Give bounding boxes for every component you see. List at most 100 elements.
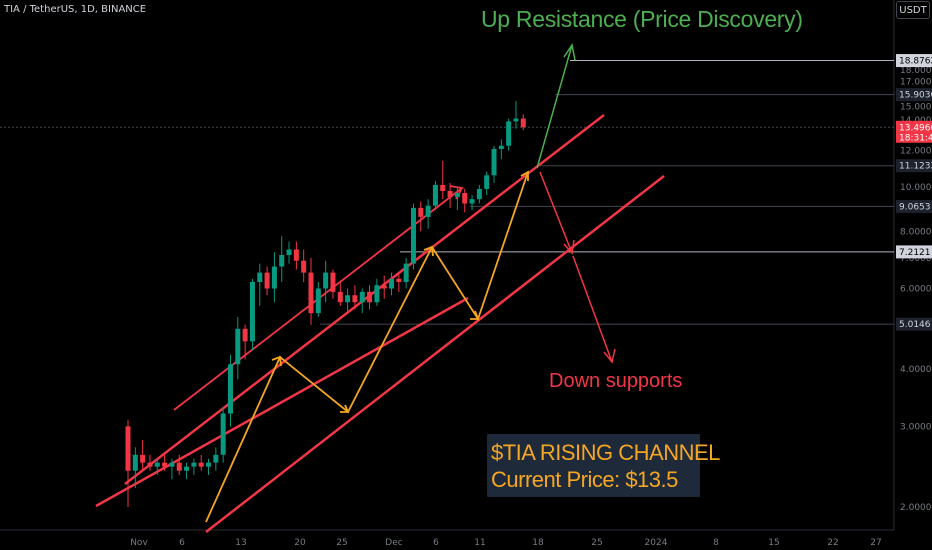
candle [184, 462, 190, 480]
x-tick-label: 6 [433, 538, 439, 548]
price-level-tag [896, 245, 932, 259]
up-arrow-line [536, 44, 573, 169]
down-arrow-line [539, 171, 573, 254]
swing-arrowhead [271, 355, 282, 367]
candle [220, 407, 226, 463]
candle-body [396, 278, 402, 282]
candle [469, 195, 475, 211]
candle [498, 139, 504, 160]
swing-arrowhead [520, 170, 529, 181]
candle [301, 249, 307, 282]
candle-body [513, 118, 519, 122]
x-tick-label: 13 [235, 538, 246, 548]
candle-body [337, 291, 343, 303]
currency-button[interactable]: USDT [896, 1, 930, 19]
candle-body [169, 462, 175, 467]
candle-body [220, 413, 226, 455]
candle [249, 278, 255, 351]
y-tick-label: 10.0000 [900, 183, 932, 193]
price-level-value: 13.4960 [899, 123, 932, 133]
candle-body [374, 285, 380, 303]
candle [206, 458, 212, 475]
candle-body [506, 121, 512, 146]
candle-body [249, 281, 255, 342]
candle [257, 263, 263, 306]
candle [491, 145, 497, 183]
up-arrow-head [563, 43, 576, 61]
candle-body [520, 118, 526, 128]
price-level-tag [896, 120, 932, 143]
candle-body [198, 462, 204, 467]
candle-body [293, 249, 299, 261]
candle-body [140, 454, 146, 463]
candle [432, 181, 438, 211]
down-arrow-line [572, 255, 613, 363]
countdown-label: 18:31:45 [899, 133, 932, 143]
candle-body [235, 328, 241, 365]
candle-body [476, 188, 482, 200]
swing-path [205, 171, 529, 523]
candle-body [323, 272, 329, 289]
y-tick-label: 2.0000 [900, 503, 932, 513]
candle-body [191, 462, 197, 467]
candle-body [125, 426, 131, 471]
swing-arrowhead [423, 245, 434, 257]
candle [396, 272, 402, 292]
candle [425, 199, 431, 229]
y-tick-label: 12.0000 [900, 147, 932, 157]
candle [323, 260, 329, 303]
candle [462, 188, 468, 213]
x-tick-label: Dec [385, 538, 402, 548]
price-level-tag [896, 317, 932, 331]
candle [520, 114, 526, 131]
candle [389, 272, 395, 296]
candle-body [330, 272, 336, 292]
y-tick-label: 4.0000 [900, 365, 932, 375]
candle [147, 454, 153, 471]
candle-body [154, 462, 160, 467]
price-level-value: 9.0653 [899, 202, 931, 212]
up-resistance-label: Up Resistance (Price Discovery) [481, 6, 803, 32]
down-arrow-head [603, 348, 616, 364]
candle-body [469, 199, 475, 204]
candle [132, 447, 138, 489]
channel-lower-line [205, 175, 665, 533]
price-level-value: 7.2121 [899, 248, 931, 258]
price-level-tag [896, 199, 932, 213]
candle [279, 236, 285, 282]
candle-body [498, 145, 504, 149]
x-tick-label: 18 [532, 538, 544, 548]
candle [447, 182, 453, 208]
candle-body [484, 175, 490, 189]
candle [191, 458, 197, 475]
candle-body [440, 184, 446, 191]
candle [359, 288, 365, 314]
candle-body [447, 190, 453, 198]
candle [286, 241, 292, 264]
y-tick-label: 17.0000 [900, 77, 932, 87]
y-tick-label: 6.0000 [900, 285, 932, 295]
x-tick-label: 6 [179, 538, 185, 548]
price-level-value: 18.8762 [899, 57, 932, 67]
candle [198, 454, 204, 471]
candle [162, 454, 168, 471]
x-tick-label: 15 [768, 538, 779, 548]
candle-body [213, 454, 219, 463]
x-tick-label: 2024 [645, 538, 668, 548]
x-tick-label: 11 [474, 538, 485, 548]
candle-body [184, 466, 190, 471]
candle-body [227, 364, 233, 414]
candle [454, 186, 460, 211]
candle [308, 257, 314, 325]
candle [374, 278, 380, 306]
candle [345, 288, 351, 314]
candle [506, 118, 512, 151]
x-tick-label: 8 [713, 538, 719, 548]
candle-body [345, 295, 351, 303]
candle [330, 269, 336, 299]
candle [169, 458, 175, 480]
candle-body [418, 207, 424, 217]
candle-body [301, 260, 307, 273]
price-level-value: 15.9030 [899, 91, 932, 101]
